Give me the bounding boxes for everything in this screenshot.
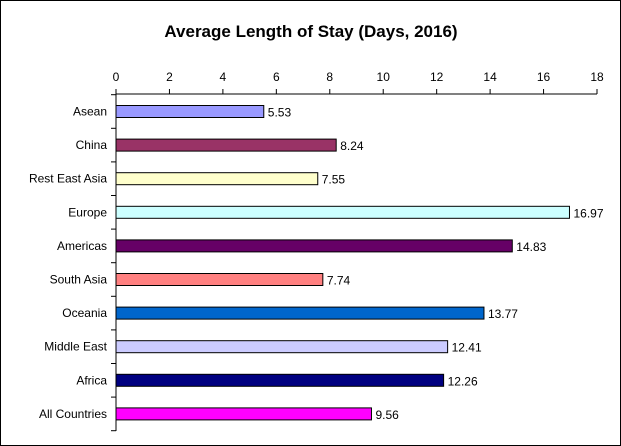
category-label: Asean bbox=[73, 105, 107, 119]
data-label: 9.56 bbox=[375, 408, 399, 422]
bar bbox=[115, 373, 445, 387]
x-tick-label: 16 bbox=[537, 70, 551, 84]
data-label: 8.24 bbox=[340, 139, 364, 153]
x-tick-label: 6 bbox=[273, 70, 280, 84]
data-label: 5.53 bbox=[268, 106, 292, 120]
bar bbox=[115, 407, 372, 421]
data-label: 7.74 bbox=[327, 274, 351, 288]
bar bbox=[115, 172, 319, 186]
labels: Asean 5.53 China 8.24 Rest East Asia 7.55 Euro… bbox=[29, 105, 604, 422]
x-tick-label: 10 bbox=[377, 70, 391, 84]
category-label: Europe bbox=[68, 205, 107, 219]
category-label: Oceania bbox=[62, 306, 107, 320]
data-label: 16.97 bbox=[573, 206, 603, 220]
x-tick-label: 4 bbox=[220, 70, 227, 84]
bars bbox=[115, 105, 570, 421]
x-tick-label: 18 bbox=[590, 70, 604, 84]
chart-title: Average Length of Stay (Days, 2016) bbox=[164, 22, 457, 41]
bar bbox=[115, 105, 265, 118]
bar bbox=[115, 340, 449, 354]
bar bbox=[115, 273, 324, 286]
category-label: Americas bbox=[57, 239, 107, 253]
data-label: 12.41 bbox=[452, 341, 482, 355]
data-label: 14.83 bbox=[516, 240, 546, 254]
category-label: South Asia bbox=[50, 273, 108, 287]
x-tick-label: 2 bbox=[166, 70, 173, 84]
bar bbox=[115, 239, 513, 253]
data-label: 12.26 bbox=[448, 374, 478, 388]
category-label: Middle East bbox=[44, 340, 107, 354]
data-label: 13.77 bbox=[488, 307, 518, 321]
category-label: Africa bbox=[76, 373, 107, 387]
bar bbox=[115, 138, 337, 152]
x-tick-label: 0 bbox=[113, 70, 120, 84]
category-label: All Countries bbox=[39, 407, 107, 421]
category-label: China bbox=[76, 138, 108, 152]
bar bbox=[115, 205, 570, 219]
data-label: 7.55 bbox=[322, 173, 346, 187]
x-tick-label: 8 bbox=[326, 70, 333, 84]
bar bbox=[115, 306, 485, 320]
x-tick-label: 12 bbox=[430, 70, 444, 84]
category-label: Rest East Asia bbox=[29, 172, 107, 186]
x-tick-label: 14 bbox=[483, 70, 497, 84]
